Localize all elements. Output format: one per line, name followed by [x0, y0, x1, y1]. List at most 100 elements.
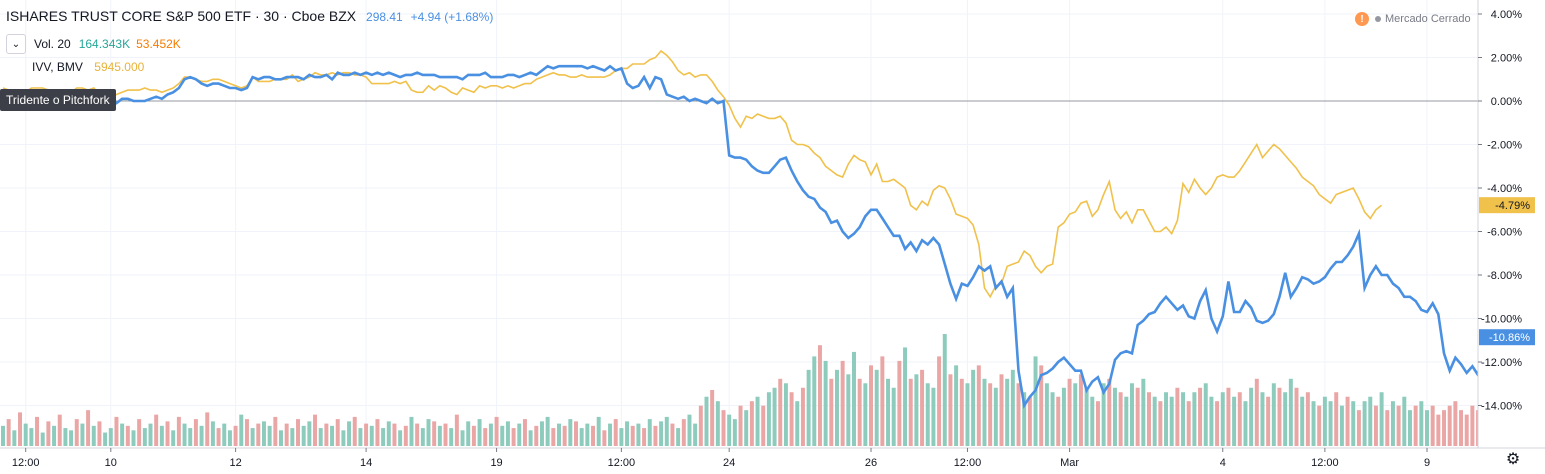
- volume-bar: [817, 345, 822, 446]
- x-tick-label: 9: [1424, 457, 1430, 469]
- volume-bar: [1459, 410, 1464, 446]
- volume-bar: [1033, 356, 1038, 446]
- volume-bar: [460, 430, 465, 446]
- volume-bar: [477, 419, 482, 446]
- volume-bar: [1005, 378, 1010, 446]
- volume-bar: [1135, 387, 1140, 446]
- price-change: +4.94 (+1.68%): [410, 10, 494, 24]
- volume-bar: [40, 432, 45, 446]
- volume-bar: [1356, 410, 1361, 446]
- volume-bar: [290, 428, 295, 446]
- volume-bar: [301, 425, 306, 446]
- volume-bar: [982, 378, 987, 446]
- y-tick-label: 0.00%: [1491, 96, 1522, 108]
- volume-bar: [1090, 396, 1095, 446]
- volume-bar: [1022, 392, 1027, 446]
- volume-bar: [670, 423, 675, 446]
- volume-bar: [154, 414, 159, 446]
- x-tick-label: 4: [1220, 457, 1226, 469]
- volume-bar: [57, 414, 62, 446]
- symbol-title[interactable]: ISHARES TRUST CORE S&P 500 ETF · 30 · Cb…: [6, 8, 357, 24]
- volume-bar: [1368, 396, 1373, 446]
- volume-bar: [1311, 401, 1316, 446]
- warning-icon[interactable]: !: [1355, 12, 1369, 26]
- volume-bar: [551, 428, 556, 446]
- volume-bar: [91, 425, 96, 446]
- volume-bar: [891, 387, 896, 446]
- volume-bar: [1266, 396, 1271, 446]
- last-price: 298.41: [366, 10, 403, 24]
- volume-bar: [386, 421, 391, 446]
- volume-bar: [193, 419, 198, 446]
- volume-bar: [1322, 396, 1327, 446]
- volume-bar: [1067, 378, 1072, 446]
- volume-bar: [1078, 374, 1083, 446]
- volume-bar: [142, 428, 147, 446]
- price-axis: 4.00% 2.00% 0.00% -2.00% -4.00% -6.00% -8.00% -…: [1477, 0, 1545, 474]
- volume-bar: [1107, 378, 1112, 446]
- volume-bar: [1112, 387, 1117, 446]
- volume-bar: [18, 412, 23, 446]
- volume-bar: [1039, 365, 1044, 446]
- volume-bar: [1220, 392, 1225, 446]
- volume-bar: [131, 430, 136, 446]
- volume-bar: [1010, 369, 1015, 446]
- volume-bar: [1130, 383, 1134, 446]
- volume-bar: [80, 423, 85, 446]
- y-tick-label: 4.00%: [1491, 9, 1522, 21]
- volume-bar: [789, 392, 794, 446]
- volume-bar: [925, 383, 930, 446]
- volume-bar: [375, 419, 380, 446]
- x-tick-label: 12:00: [12, 457, 40, 469]
- volume-bar: [1152, 396, 1157, 446]
- x-tick-label: 12:00: [954, 457, 982, 469]
- chevron-down-icon[interactable]: ⌄: [6, 34, 26, 54]
- volume-bar: [1061, 387, 1066, 446]
- gear-icon[interactable]: ⚙: [1505, 451, 1521, 468]
- volume-bar: [1198, 387, 1203, 446]
- volume-bar: [852, 351, 856, 446]
- volume-bar: [1, 425, 5, 446]
- volume-bar: [69, 430, 74, 446]
- market-status: ! Mercado Cerrado: [1355, 12, 1471, 26]
- volume-bar: [920, 369, 925, 446]
- volume-bar: [1345, 396, 1350, 446]
- volume-bar: [834, 369, 839, 446]
- last-value-label: -4.79%: [1495, 200, 1530, 212]
- volume-bar: [1334, 392, 1339, 446]
- volume-bar: [823, 360, 828, 446]
- volume-bar: [1192, 392, 1197, 446]
- volume-bar: [6, 419, 11, 446]
- volume-bar: [749, 401, 754, 446]
- volume-value-1: 164.343K: [78, 37, 131, 51]
- volume-bar: [942, 334, 947, 446]
- volume-bar: [12, 430, 17, 446]
- volume-bar: [539, 421, 544, 446]
- volume-bar: [1215, 401, 1220, 446]
- volume-bar: [783, 383, 788, 446]
- volume-bar: [687, 414, 692, 446]
- volume-bar: [364, 423, 369, 446]
- drawing-tool-tooltip: Tridente o Pitchfork: [0, 89, 116, 111]
- volume-bar: [409, 416, 414, 446]
- volume-bar: [324, 423, 329, 446]
- volume-bar: [874, 369, 879, 446]
- x-tick-label: 10: [105, 457, 117, 469]
- volume-bar: [199, 425, 204, 446]
- volume-bar: [188, 428, 193, 446]
- volume-bar: [261, 421, 266, 446]
- volume-bar: [273, 416, 278, 446]
- volume-bar: [318, 428, 323, 446]
- x-tick-label: 26: [865, 457, 877, 469]
- volume-bar: [721, 410, 726, 446]
- compare-symbol[interactable]: IVV, BMV: [32, 60, 83, 74]
- volume-bar: [766, 392, 771, 446]
- volume-bar: [1101, 383, 1106, 446]
- volume-bar: [488, 423, 493, 446]
- volume-bar: [948, 374, 953, 446]
- volume-bar: [846, 374, 851, 446]
- volume-label[interactable]: Vol. 20: [34, 37, 71, 51]
- last-value-label: -10.86%: [1489, 332, 1530, 344]
- volume-bar: [1379, 392, 1384, 446]
